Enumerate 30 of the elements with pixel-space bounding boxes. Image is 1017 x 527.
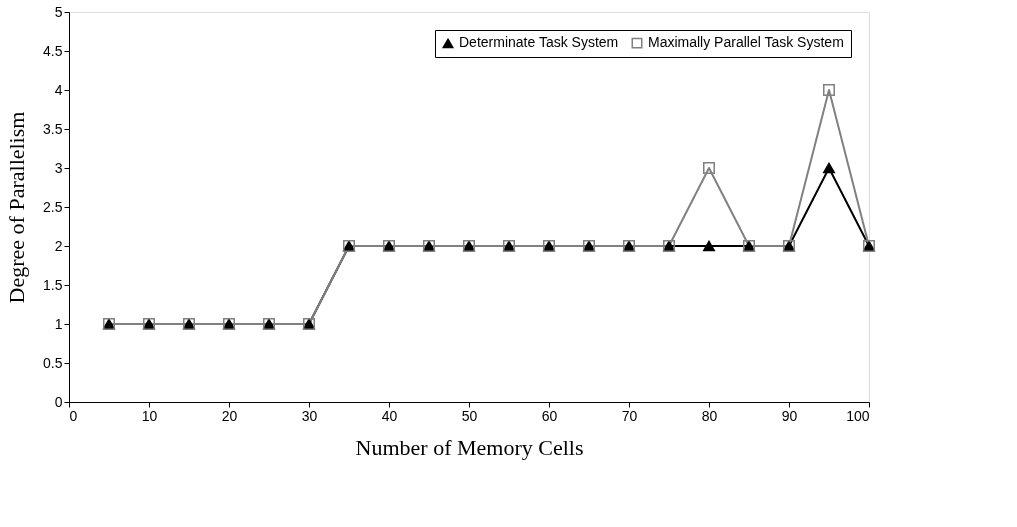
y-tick-label: 5 [54, 3, 63, 20]
x-tick-label: 90 [781, 407, 798, 424]
y-tick-label: 3 [54, 159, 63, 176]
x-axis-title: Number of Memory Cells [355, 434, 584, 460]
point [823, 84, 835, 96]
y-tick-label: 1.5 [43, 276, 63, 293]
x-tick-label: 50 [461, 407, 478, 424]
x-tick-label: 20 [221, 407, 238, 424]
x-tick-label: 80 [701, 407, 718, 424]
x-tick-label: 0 [69, 407, 78, 424]
y-axis-title: Degree of Parallelism [4, 111, 30, 304]
y-tick-label: 3.5 [43, 120, 63, 137]
y-tick-label: 2.5 [43, 198, 63, 215]
x-tick-label: 10 [141, 407, 158, 424]
x-tick-label: 40 [381, 407, 398, 424]
point [703, 162, 715, 174]
y-tick-label: 4.5 [43, 42, 63, 59]
y-tick-label: 1 [54, 315, 63, 332]
y-tick-label: 4 [54, 81, 63, 98]
point [703, 240, 715, 252]
x-tick-label: 60 [541, 407, 558, 424]
y-tick-label: 2 [54, 237, 63, 254]
point [823, 162, 835, 174]
y-tick-label: 0 [54, 393, 63, 410]
y-tick-label: 0.5 [43, 354, 63, 371]
x-tick-label: 30 [301, 407, 318, 424]
x-tick-label: 70 [621, 407, 638, 424]
x-tick-label: 100 [846, 407, 870, 424]
legend-label: Maximally Parallel Task System [648, 34, 844, 51]
legend-label: Determinate Task System [459, 34, 619, 51]
